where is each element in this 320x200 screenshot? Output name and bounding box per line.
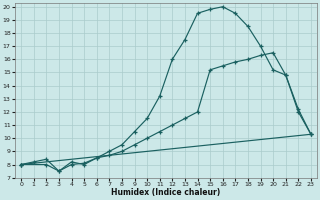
X-axis label: Humidex (Indice chaleur): Humidex (Indice chaleur)	[111, 188, 221, 197]
